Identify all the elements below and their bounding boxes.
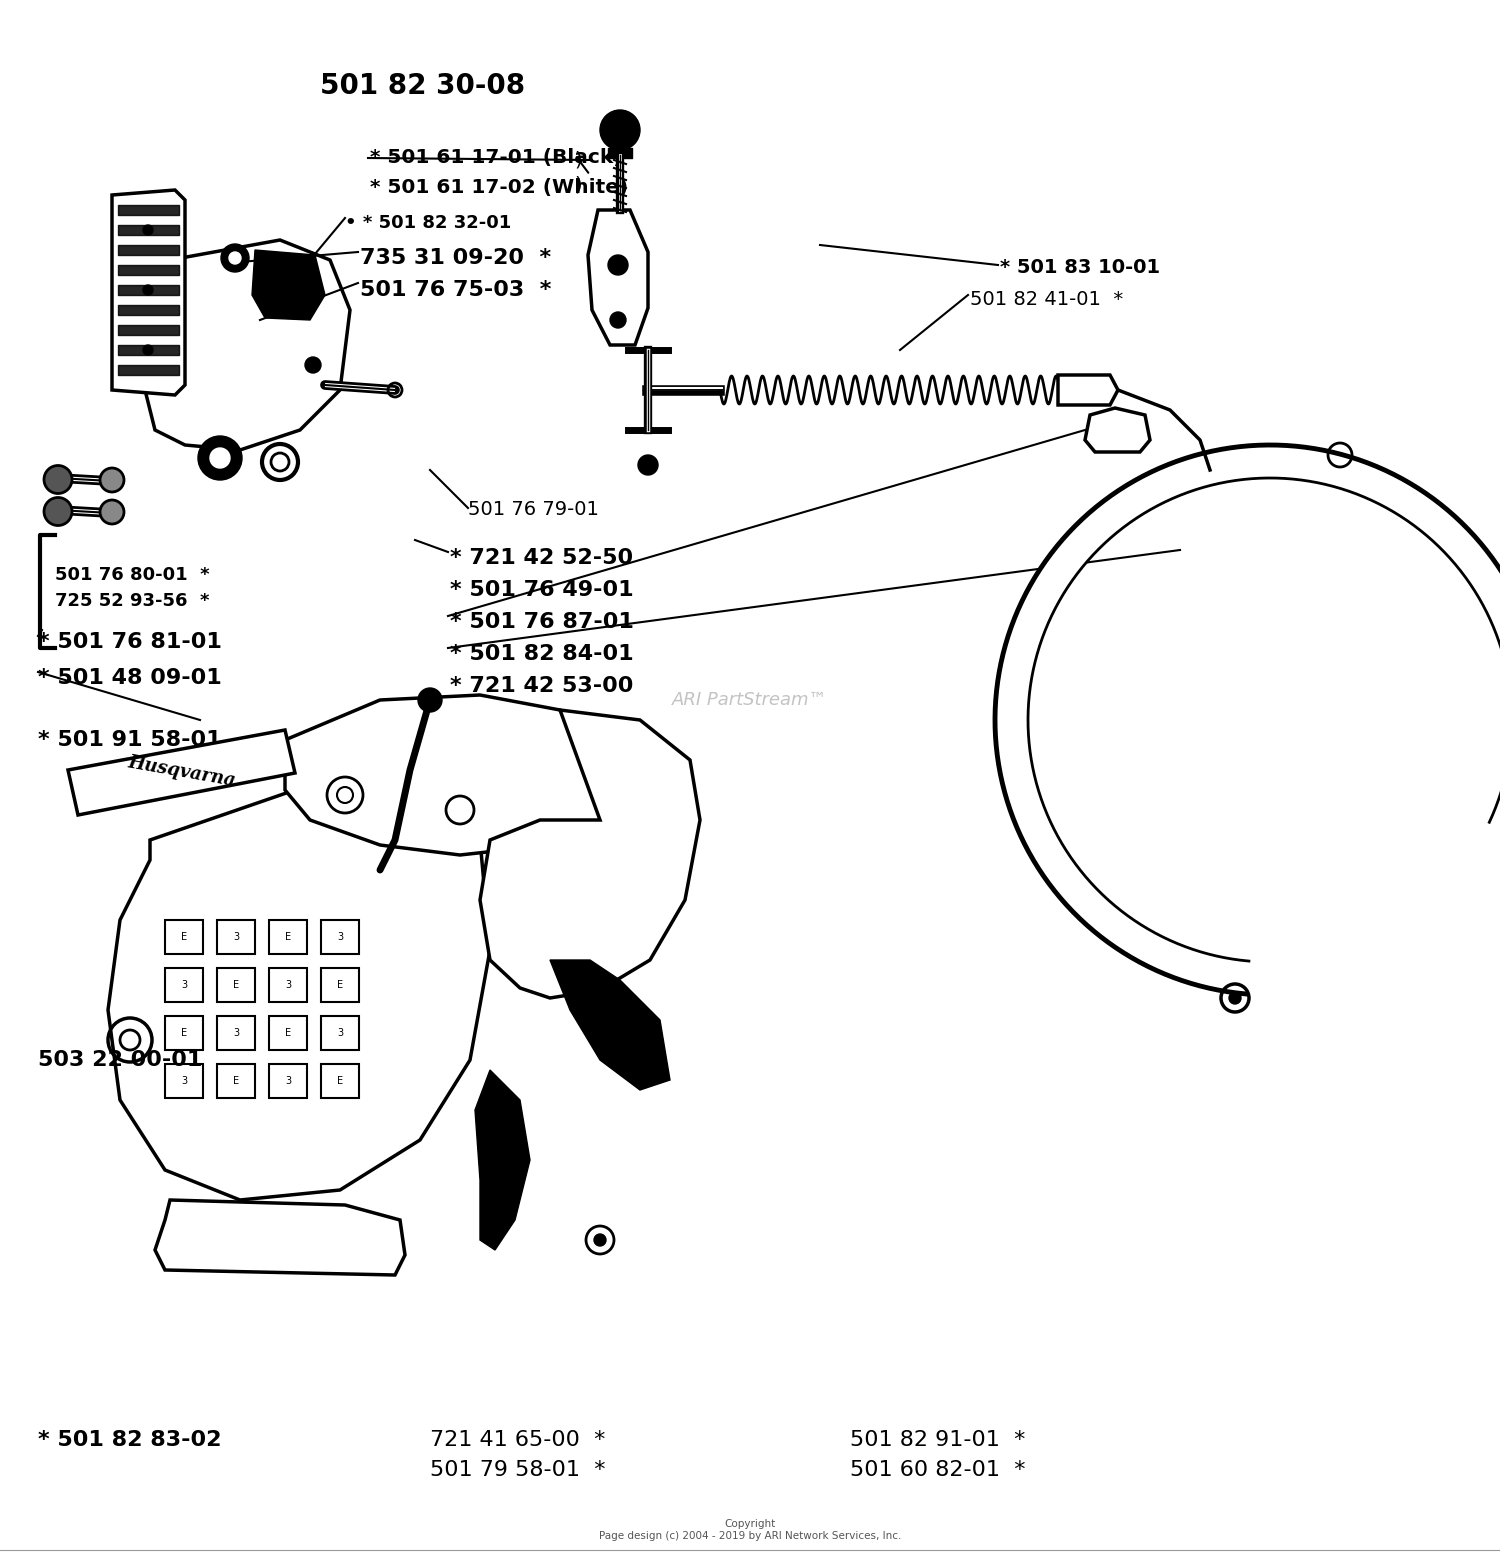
Circle shape bbox=[1228, 991, 1240, 1004]
Circle shape bbox=[44, 465, 72, 493]
Polygon shape bbox=[112, 190, 184, 395]
Text: 501 76 79-01: 501 76 79-01 bbox=[468, 500, 598, 518]
Circle shape bbox=[220, 244, 249, 272]
Text: * 501 82 83-02: * 501 82 83-02 bbox=[38, 1430, 222, 1450]
Bar bbox=[268, 1016, 308, 1051]
Polygon shape bbox=[146, 240, 350, 450]
Text: E: E bbox=[232, 980, 238, 990]
Polygon shape bbox=[252, 250, 326, 320]
Text: 3: 3 bbox=[285, 980, 291, 990]
Bar bbox=[268, 1065, 308, 1097]
Polygon shape bbox=[476, 1069, 530, 1250]
Polygon shape bbox=[285, 695, 620, 855]
Text: E: E bbox=[182, 932, 188, 941]
Polygon shape bbox=[550, 960, 670, 1090]
Text: * 721 42 53-00: * 721 42 53-00 bbox=[450, 676, 633, 696]
Circle shape bbox=[142, 345, 153, 354]
Text: Copyright
Page design (c) 2004 - 2019 by ARI Network Services, Inc.: Copyright Page design (c) 2004 - 2019 by… bbox=[598, 1519, 902, 1541]
Polygon shape bbox=[1084, 407, 1150, 453]
Text: E: E bbox=[232, 1076, 238, 1086]
Text: 3: 3 bbox=[285, 1076, 291, 1086]
Bar bbox=[165, 1016, 202, 1051]
Text: 503 22 00-01: 503 22 00-01 bbox=[38, 1051, 203, 1069]
Bar bbox=[321, 1065, 358, 1097]
Text: 3: 3 bbox=[232, 932, 238, 941]
Bar bbox=[321, 968, 358, 1002]
Text: 3: 3 bbox=[182, 1076, 188, 1086]
Text: 3: 3 bbox=[232, 1029, 238, 1038]
Polygon shape bbox=[68, 731, 296, 815]
Text: 501 82 30-08: 501 82 30-08 bbox=[320, 72, 525, 100]
Circle shape bbox=[142, 225, 153, 236]
Text: 501 82 91-01  *: 501 82 91-01 * bbox=[850, 1430, 1026, 1450]
Bar bbox=[268, 919, 308, 954]
Text: 721 41 65-00  *: 721 41 65-00 * bbox=[430, 1430, 606, 1450]
Bar bbox=[321, 919, 358, 954]
Text: * 501 91 58-01: * 501 91 58-01 bbox=[38, 731, 222, 749]
Polygon shape bbox=[994, 445, 1500, 994]
Bar bbox=[165, 968, 202, 1002]
Text: 725 52 93-56  *: 725 52 93-56 * bbox=[56, 592, 210, 610]
Bar bbox=[321, 1016, 358, 1051]
Text: * 501 61 17-02 (White): * 501 61 17-02 (White) bbox=[370, 178, 628, 197]
Text: 3: 3 bbox=[338, 932, 344, 941]
Bar bbox=[165, 1065, 202, 1097]
Bar bbox=[217, 919, 255, 954]
Text: 501 79 58-01  *: 501 79 58-01 * bbox=[430, 1460, 606, 1480]
Text: Husqvarna: Husqvarna bbox=[126, 754, 237, 790]
Text: * 501 83 10-01: * 501 83 10-01 bbox=[1000, 258, 1160, 276]
Polygon shape bbox=[588, 211, 648, 345]
Circle shape bbox=[304, 357, 321, 373]
Text: 501 60 82-01  *: 501 60 82-01 * bbox=[850, 1460, 1026, 1480]
Circle shape bbox=[100, 468, 124, 492]
Circle shape bbox=[210, 448, 230, 468]
Text: * 501 76 49-01: * 501 76 49-01 bbox=[450, 581, 633, 599]
Text: * 501 82 84-01: * 501 82 84-01 bbox=[450, 645, 633, 663]
Text: * 501 76 81-01: * 501 76 81-01 bbox=[38, 632, 222, 652]
Polygon shape bbox=[1058, 375, 1118, 404]
Text: 3: 3 bbox=[338, 1029, 344, 1038]
Text: * 501 48 09-01: * 501 48 09-01 bbox=[38, 668, 222, 688]
Text: E: E bbox=[285, 1029, 291, 1038]
Circle shape bbox=[100, 500, 124, 524]
Circle shape bbox=[142, 286, 153, 295]
Circle shape bbox=[600, 109, 640, 150]
Bar bbox=[217, 1065, 255, 1097]
Circle shape bbox=[608, 254, 628, 275]
Text: ): ) bbox=[574, 175, 582, 194]
Text: * 501 76 87-01: * 501 76 87-01 bbox=[450, 612, 634, 632]
Circle shape bbox=[419, 688, 442, 712]
Bar bbox=[268, 968, 308, 1002]
Circle shape bbox=[44, 498, 72, 526]
Text: • * 501 82 32-01: • * 501 82 32-01 bbox=[345, 214, 512, 233]
Circle shape bbox=[638, 454, 658, 475]
Text: E: E bbox=[285, 932, 291, 941]
Polygon shape bbox=[154, 1200, 405, 1275]
Text: 501 76 75-03  *: 501 76 75-03 * bbox=[360, 279, 552, 300]
Text: E: E bbox=[338, 980, 344, 990]
Text: 735 31 09-20  *: 735 31 09-20 * bbox=[360, 248, 550, 268]
Text: * 501 61 17-01 (Black): * 501 61 17-01 (Black) bbox=[370, 148, 622, 167]
Text: * 721 42 52-50: * 721 42 52-50 bbox=[450, 548, 633, 568]
Text: E: E bbox=[338, 1076, 344, 1086]
Circle shape bbox=[230, 251, 242, 264]
Text: ): ) bbox=[574, 150, 582, 169]
Text: E: E bbox=[182, 1029, 188, 1038]
Bar bbox=[217, 1016, 255, 1051]
Polygon shape bbox=[480, 710, 700, 997]
Text: 501 82 41-01  *: 501 82 41-01 * bbox=[970, 290, 1124, 309]
Circle shape bbox=[610, 312, 626, 328]
Polygon shape bbox=[108, 790, 490, 1200]
Bar bbox=[165, 919, 202, 954]
Text: 3: 3 bbox=[182, 980, 188, 990]
Circle shape bbox=[594, 1235, 606, 1246]
Circle shape bbox=[198, 436, 242, 479]
Text: ARI PartStream™: ARI PartStream™ bbox=[672, 692, 828, 709]
Bar bbox=[217, 968, 255, 1002]
Text: 501 76 80-01  *: 501 76 80-01 * bbox=[56, 567, 210, 584]
